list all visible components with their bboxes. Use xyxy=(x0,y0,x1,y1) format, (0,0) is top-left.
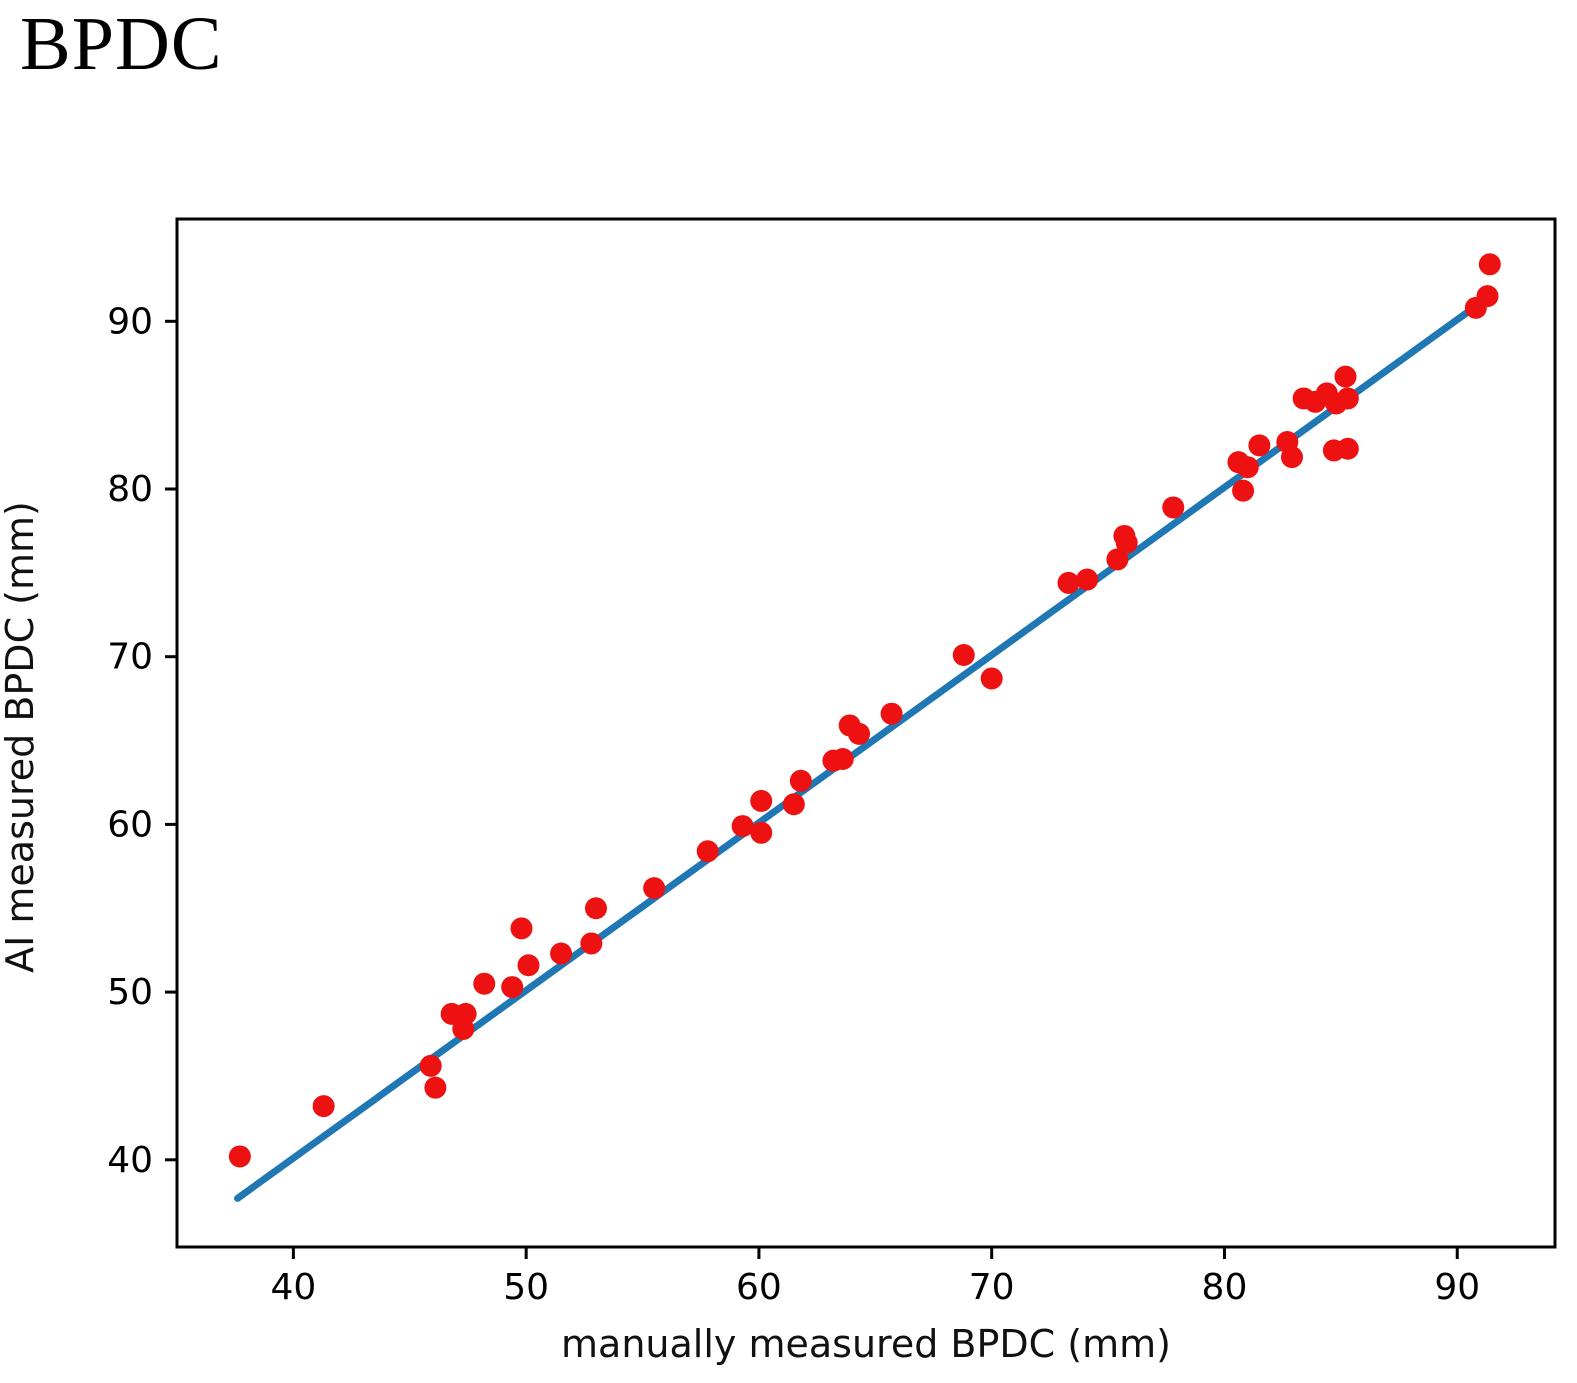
data-point xyxy=(750,789,773,812)
data-point xyxy=(696,840,719,863)
y-axis-label: AI measured BPDC (mm) xyxy=(0,501,42,973)
y-tick-label: 50 xyxy=(107,972,153,1013)
data-point xyxy=(1162,496,1185,519)
data-point xyxy=(848,722,871,745)
x-tick-label: 80 xyxy=(1202,1267,1248,1308)
data-point xyxy=(980,667,1003,690)
data-point xyxy=(1236,456,1259,479)
data-point xyxy=(831,747,854,770)
figure-title: BPDC xyxy=(20,2,223,86)
data-point xyxy=(584,897,607,920)
data-point xyxy=(1336,387,1359,410)
data-point xyxy=(782,793,805,816)
data-point xyxy=(1280,446,1303,469)
data-point xyxy=(419,1054,442,1077)
y-tick-label: 70 xyxy=(107,637,153,678)
data-point xyxy=(1336,437,1359,460)
data-point xyxy=(228,1145,251,1168)
data-point xyxy=(1248,434,1271,457)
x-tick-label: 70 xyxy=(969,1267,1015,1308)
data-point xyxy=(731,815,754,838)
x-tick-label: 50 xyxy=(503,1267,549,1308)
data-point xyxy=(789,769,812,792)
y-tick-label: 90 xyxy=(107,301,153,342)
fit-line xyxy=(234,295,1489,1202)
data-point xyxy=(312,1095,335,1118)
data-point xyxy=(550,942,573,965)
data-point xyxy=(1232,479,1255,502)
x-axis-label: manually measured BPDC (mm) xyxy=(561,1322,1171,1366)
data-point xyxy=(452,1017,475,1040)
y-tick-label: 60 xyxy=(107,804,153,845)
x-tick-label: 40 xyxy=(270,1267,316,1308)
data-point xyxy=(1115,531,1138,554)
data-point xyxy=(473,972,496,995)
data-point xyxy=(580,932,603,955)
data-point xyxy=(424,1076,447,1099)
data-point xyxy=(750,821,773,844)
data-point xyxy=(517,954,540,977)
data-point xyxy=(1057,571,1080,594)
data-point xyxy=(1076,568,1099,591)
data-point xyxy=(1478,253,1501,276)
y-tick-label: 40 xyxy=(107,1140,153,1181)
data-point xyxy=(880,702,903,725)
x-tick-label: 90 xyxy=(1434,1267,1480,1308)
y-tick-label: 80 xyxy=(107,469,153,510)
x-tick-label: 60 xyxy=(736,1267,782,1308)
data-point xyxy=(510,917,533,940)
data-point xyxy=(952,644,975,667)
data-point xyxy=(1476,285,1499,308)
data-point xyxy=(501,976,524,999)
data-point xyxy=(643,877,666,900)
plot-border xyxy=(175,217,1557,1249)
data-point xyxy=(1334,365,1357,388)
data-point xyxy=(1106,548,1129,571)
